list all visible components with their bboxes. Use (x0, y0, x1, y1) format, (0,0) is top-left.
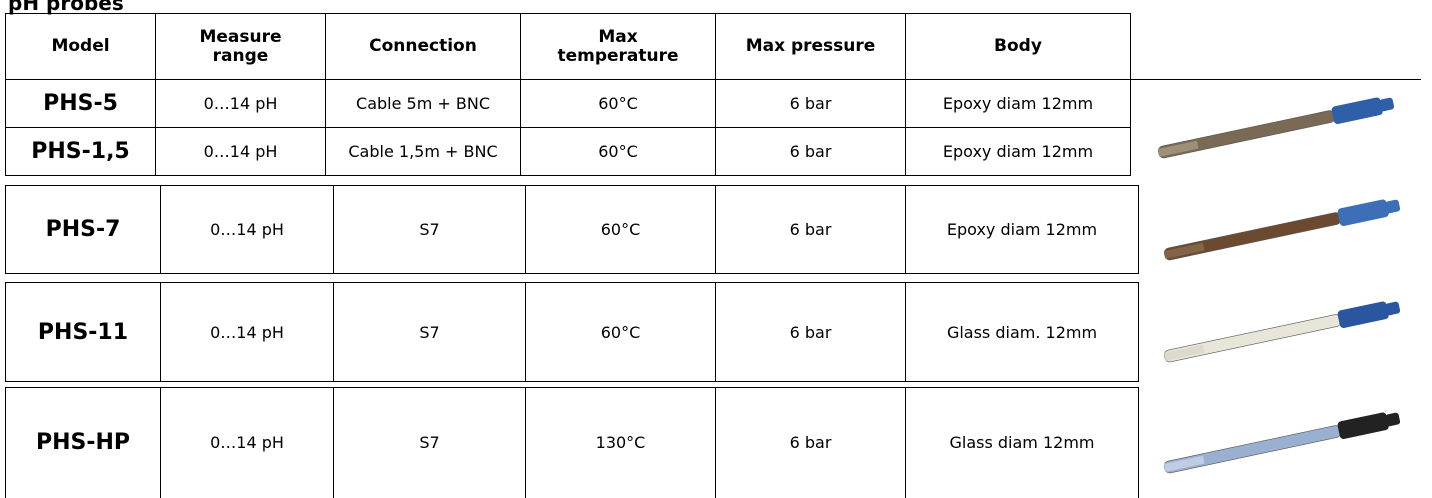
header-text: Max pressure (746, 37, 876, 56)
image-cell (1139, 388, 1426, 498)
spec-cell: Cable 1,5m + BNC (326, 128, 521, 176)
spec-cell: 6 bar (716, 128, 906, 176)
probe-image (1152, 403, 1412, 483)
spec-cell: Epoxy diam 12mm (906, 80, 1131, 128)
header-cell: Body (906, 14, 1131, 80)
spec-cell: S7 (334, 388, 526, 498)
image-cell (1139, 283, 1426, 382)
spec-cell: 60°C (521, 128, 716, 176)
spec-cell: 6 bar (716, 80, 906, 128)
model-cell: PHS-HP (6, 388, 161, 498)
spec-cell: Epoxy diam 12mm (906, 128, 1131, 176)
spec-cell: 0…14 pH (156, 80, 326, 128)
header-cell: Model (6, 14, 156, 80)
header-text: Measure range (186, 28, 296, 66)
header-cell: Measure range (156, 14, 326, 80)
spec-cell: Cable 5m + BNC (326, 80, 521, 128)
model-cell: PHS-1,5 (6, 128, 156, 176)
spec-cell: 60°C (521, 80, 716, 128)
spec-cell: S7 (334, 283, 526, 382)
header-cell: Connection (326, 14, 521, 80)
header-text: Body (994, 37, 1042, 56)
spec-cell: S7 (334, 186, 526, 274)
probe-image (1152, 190, 1412, 270)
probe-image (1152, 292, 1412, 372)
spec-cell: Epoxy diam 12mm (906, 186, 1139, 274)
spec-cell: 6 bar (716, 186, 906, 274)
header-row: Model Measure range Connection Max temperat… (6, 14, 1421, 80)
spec-cell: 130°C (526, 388, 716, 498)
probe-table: Model Measure range Connection Max temperat… (5, 13, 1421, 176)
spec-cell: 6 bar (716, 283, 906, 382)
header-text: Connection (369, 37, 477, 56)
spec-cell: 0…14 pH (161, 388, 334, 498)
header-text: Model (51, 37, 109, 56)
header-cell: Max pressure (716, 14, 906, 80)
header-cell: Max temperature (521, 14, 716, 80)
spec-cell: 0…14 pH (156, 128, 326, 176)
spec-cell: 0…14 pH (161, 186, 334, 274)
model-cell: PHS-11 (6, 283, 161, 382)
probe-image (1146, 88, 1406, 168)
spec-cell: Glass diam. 12mm (906, 283, 1139, 382)
spec-cell: 0…14 pH (161, 283, 334, 382)
image-cell (1131, 80, 1421, 176)
spec-cell: 60°C (526, 283, 716, 382)
header-blank (1131, 14, 1421, 80)
image-cell (1139, 186, 1426, 274)
spec-cell: 60°C (526, 186, 716, 274)
model-cell: PHS-5 (6, 80, 156, 128)
spec-cell: 6 bar (716, 388, 906, 498)
spec-cell: Glass diam 12mm (906, 388, 1139, 498)
header-text: Max temperature (553, 28, 683, 66)
model-cell: PHS-7 (6, 186, 161, 274)
